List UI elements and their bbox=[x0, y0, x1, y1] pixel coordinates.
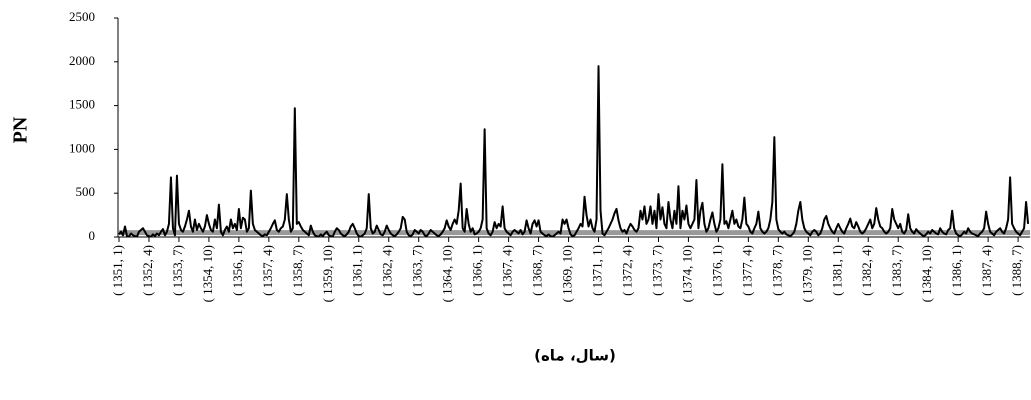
y-tick-label: 1500 bbox=[69, 97, 95, 112]
x-axis-title: (سال، ماه) bbox=[534, 347, 616, 365]
y-tick-label: 1000 bbox=[69, 140, 95, 155]
x-tick-label: ( 1383, 7) bbox=[889, 245, 904, 296]
x-tick-label: ( 1352, 4) bbox=[140, 245, 155, 296]
x-tick-label: ( 1356, 1) bbox=[230, 245, 245, 296]
y-tick-label: 0 bbox=[89, 228, 96, 243]
x-tick-label: ( 1381, 1) bbox=[829, 245, 844, 296]
x-tick-label: ( 1357, 4) bbox=[260, 245, 275, 296]
x-tick-label: ( 1374, 10) bbox=[679, 245, 694, 302]
x-tick-label: ( 1351, 1) bbox=[110, 245, 125, 296]
x-tick-label: ( 1353, 7) bbox=[170, 245, 185, 296]
x-tick-label: ( 1384, 10) bbox=[919, 245, 934, 302]
x-tick-label: ( 1354, 10) bbox=[200, 245, 215, 302]
x-tick-label: ( 1371, 1) bbox=[590, 245, 605, 296]
x-tick-label: ( 1387, 4) bbox=[979, 245, 994, 296]
x-tick-label: ( 1367, 4) bbox=[500, 245, 515, 296]
x-tick-label: ( 1376, 1) bbox=[709, 245, 724, 296]
x-tick-label: ( 1372, 4) bbox=[619, 245, 634, 296]
y-axis-title: PN bbox=[10, 116, 32, 143]
y-tick-label: 2500 bbox=[69, 9, 95, 24]
x-tick-label: ( 1379, 10) bbox=[799, 245, 814, 302]
x-tick-label: ( 1377, 4) bbox=[739, 245, 754, 296]
x-tick-label: ( 1359, 10) bbox=[320, 245, 335, 302]
x-tick-label: ( 1378, 7) bbox=[769, 245, 784, 296]
y-tick-label: 500 bbox=[76, 184, 96, 199]
x-tick-label: ( 1373, 7) bbox=[649, 245, 664, 296]
y-tick-label: 2000 bbox=[69, 53, 95, 68]
x-tick-label: ( 1388, 7) bbox=[1009, 245, 1024, 296]
data-line bbox=[118, 65, 1030, 238]
x-tick-label: ( 1369, 10) bbox=[560, 245, 575, 302]
x-tick-label: ( 1364, 10) bbox=[440, 245, 455, 302]
x-tick-label: ( 1382, 4) bbox=[859, 245, 874, 296]
x-tick-label: ( 1368, 7) bbox=[530, 245, 545, 296]
x-tick-label: ( 1386, 1) bbox=[949, 245, 964, 296]
x-tick-label: ( 1366, 1) bbox=[470, 245, 485, 296]
x-tick-label: ( 1361, 1) bbox=[350, 245, 365, 296]
x-tick-label: ( 1358, 7) bbox=[290, 245, 305, 296]
x-tick-label: ( 1362, 4) bbox=[380, 245, 395, 296]
x-tick-label: ( 1363, 7) bbox=[410, 245, 425, 296]
